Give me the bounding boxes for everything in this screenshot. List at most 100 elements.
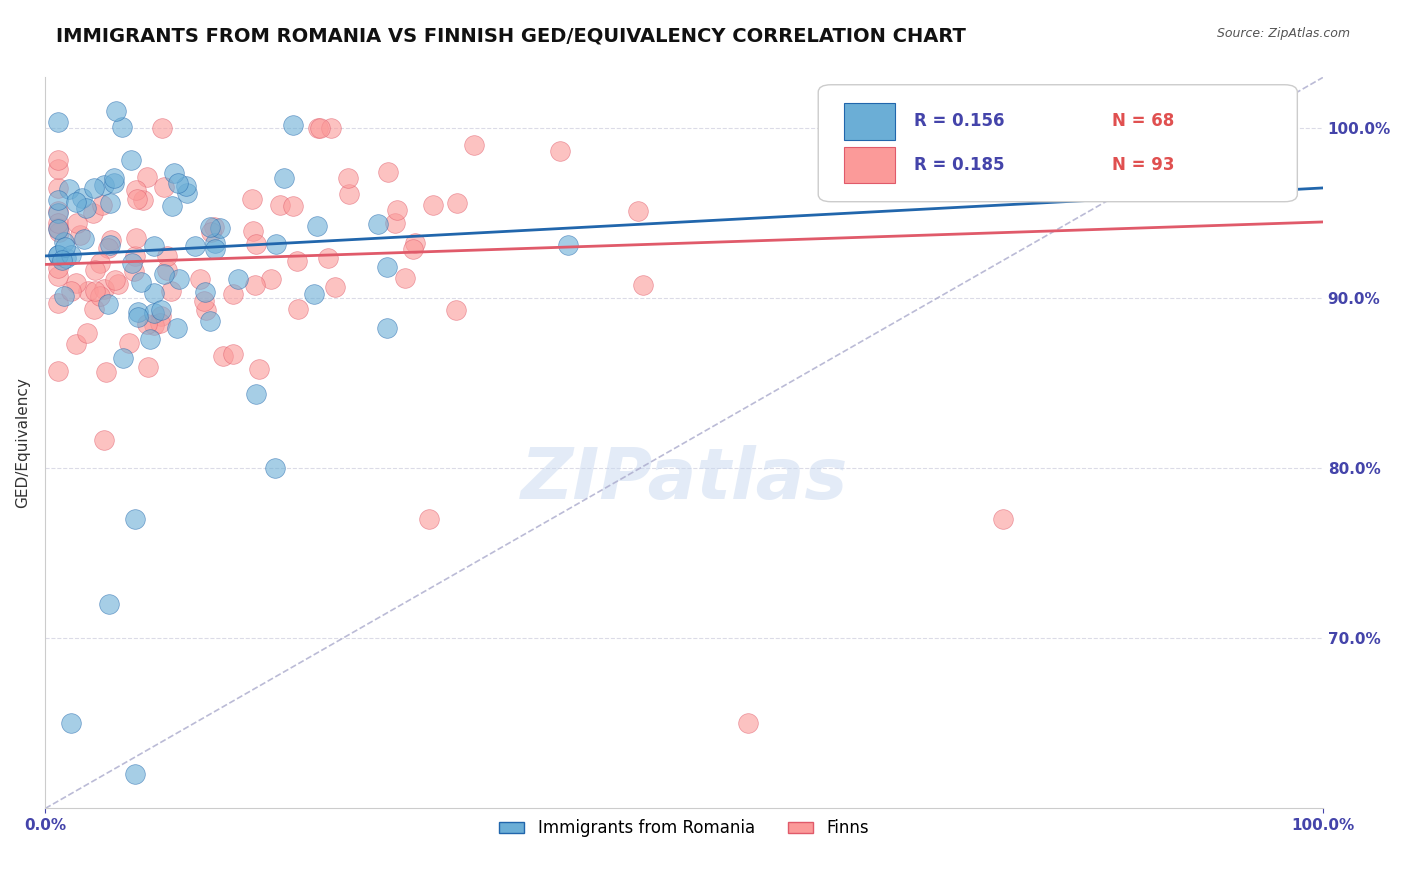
Point xyxy=(94,365,117,379)
Point xyxy=(167,272,190,286)
Point xyxy=(402,242,425,256)
Legend: Immigrants from Romania, Finns: Immigrants from Romania, Finns xyxy=(492,813,876,844)
Point xyxy=(103,177,125,191)
Point xyxy=(377,165,399,179)
Point xyxy=(46,248,69,262)
Point xyxy=(84,262,107,277)
Point xyxy=(55,251,77,265)
Point xyxy=(136,317,159,331)
Point xyxy=(627,204,650,219)
Point xyxy=(195,302,218,317)
Point xyxy=(188,272,211,286)
Point xyxy=(59,716,82,731)
Point xyxy=(97,296,120,310)
Point xyxy=(202,219,225,234)
Point xyxy=(260,272,283,286)
Point xyxy=(46,216,69,230)
Point xyxy=(46,153,69,167)
Point xyxy=(208,221,231,235)
Point xyxy=(273,171,295,186)
Text: ZIPatlas: ZIPatlas xyxy=(520,445,848,514)
Point xyxy=(422,197,444,211)
Point xyxy=(51,253,73,268)
Point xyxy=(90,197,112,211)
Point xyxy=(46,364,69,378)
Point xyxy=(444,302,467,317)
Point xyxy=(124,249,146,263)
Point xyxy=(142,285,165,300)
Point xyxy=(98,237,121,252)
Point xyxy=(46,181,69,195)
Point xyxy=(200,225,222,239)
Point xyxy=(323,280,346,294)
Point xyxy=(243,277,266,292)
Point xyxy=(135,169,157,184)
Bar xyxy=(844,147,894,184)
Point xyxy=(281,118,304,132)
Point xyxy=(46,203,69,218)
Point xyxy=(104,273,127,287)
Point xyxy=(125,230,148,244)
Point xyxy=(245,386,267,401)
Point xyxy=(269,198,291,212)
Point xyxy=(150,121,173,136)
Point xyxy=(264,461,287,475)
Point xyxy=(404,235,426,250)
Point xyxy=(446,195,468,210)
Point xyxy=(70,191,93,205)
Point xyxy=(82,206,104,220)
Point xyxy=(242,224,264,238)
Point xyxy=(46,220,69,235)
Point xyxy=(198,313,221,327)
Point xyxy=(305,219,328,233)
Point xyxy=(66,216,89,230)
Point xyxy=(156,249,179,263)
Point xyxy=(127,305,149,319)
Point xyxy=(737,716,759,731)
Point xyxy=(281,199,304,213)
Point xyxy=(160,199,183,213)
Point xyxy=(418,512,440,526)
Point xyxy=(149,302,172,317)
Point xyxy=(46,260,69,275)
Point xyxy=(83,180,105,194)
Point xyxy=(1062,160,1084,174)
Point xyxy=(100,233,122,247)
Text: Source: ZipAtlas.com: Source: ZipAtlas.com xyxy=(1216,27,1350,40)
Point xyxy=(387,203,409,218)
Point xyxy=(211,349,233,363)
Point xyxy=(83,301,105,316)
Point xyxy=(46,221,69,235)
Point xyxy=(120,153,142,167)
Y-axis label: GED/Equivalency: GED/Equivalency xyxy=(15,377,30,508)
Point xyxy=(53,235,76,250)
Point xyxy=(73,232,96,246)
Point xyxy=(60,285,83,299)
Point xyxy=(367,217,389,231)
Point xyxy=(76,285,98,299)
Point xyxy=(53,289,76,303)
Point xyxy=(93,434,115,448)
Point xyxy=(176,186,198,200)
Point xyxy=(103,170,125,185)
Point xyxy=(46,248,69,262)
Point xyxy=(142,239,165,253)
Point xyxy=(557,238,579,252)
Point xyxy=(65,337,87,351)
Point xyxy=(124,767,146,781)
Point xyxy=(901,121,924,136)
FancyBboxPatch shape xyxy=(818,85,1298,202)
Point xyxy=(143,306,166,320)
Point xyxy=(122,264,145,278)
Point xyxy=(46,162,69,177)
Text: R = 0.185: R = 0.185 xyxy=(914,156,1004,174)
Point xyxy=(153,180,176,194)
Point xyxy=(194,285,217,299)
Point xyxy=(167,176,190,190)
Point xyxy=(97,242,120,256)
Point xyxy=(69,228,91,243)
Point xyxy=(247,362,270,376)
Point xyxy=(204,242,226,256)
Point xyxy=(993,512,1015,526)
Point xyxy=(53,240,76,254)
